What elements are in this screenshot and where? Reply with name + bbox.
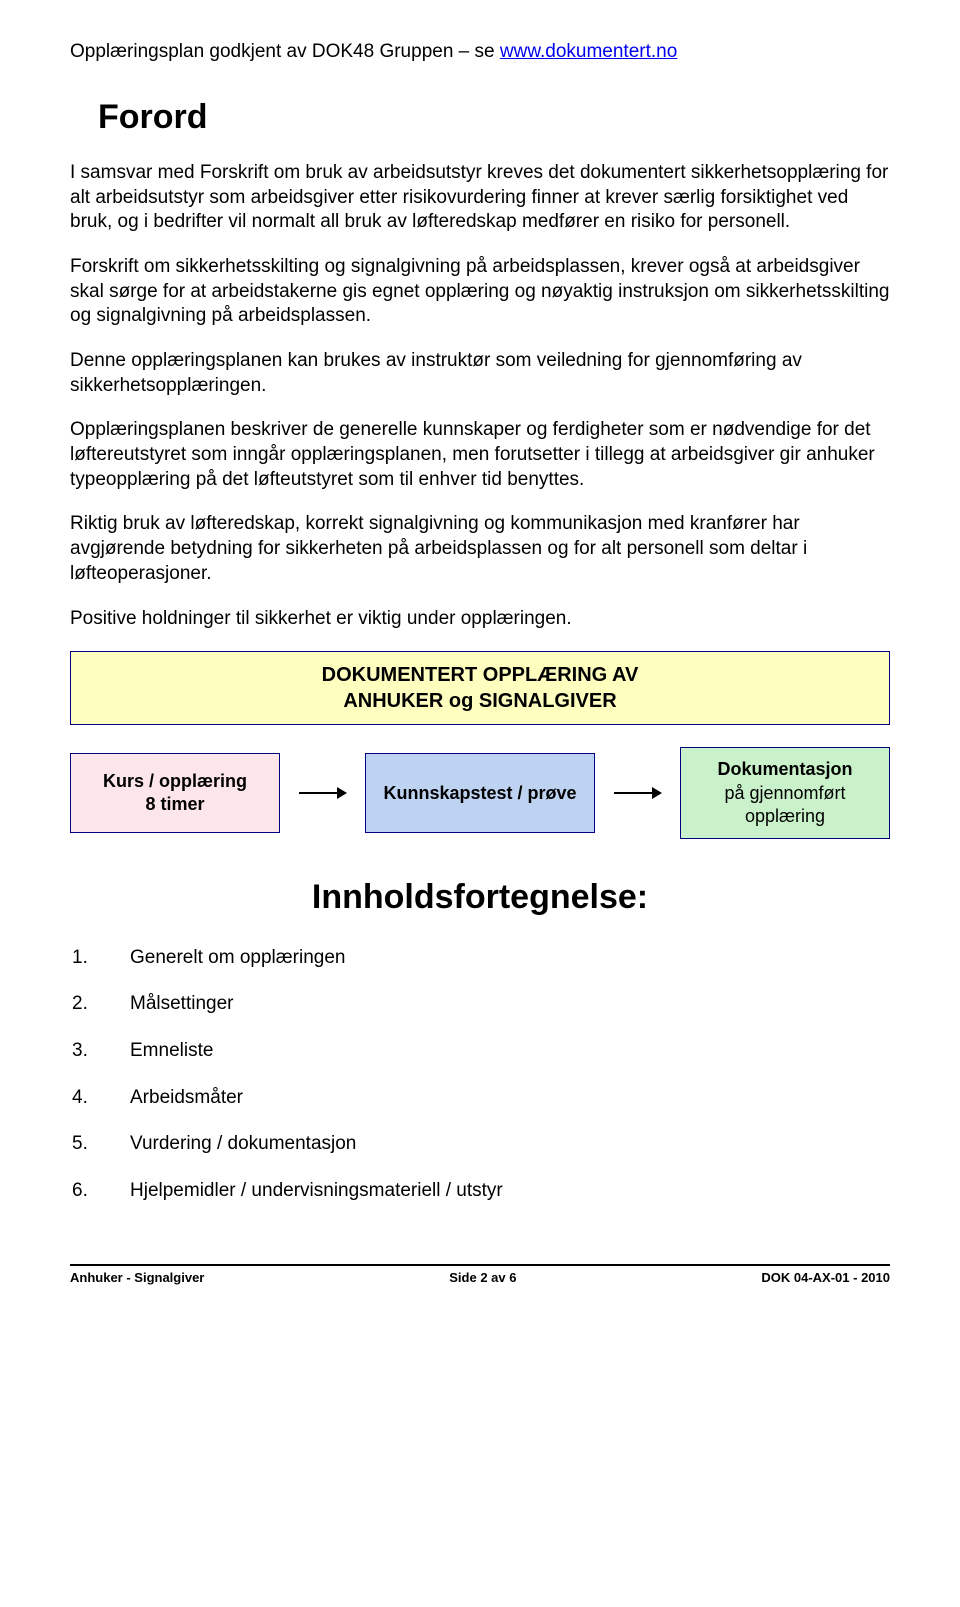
banner-line1: DOKUMENTERT OPPLÆRING AV: [79, 662, 881, 688]
footer: Anhuker - Signalgiver Side 2 av 6 DOK 04…: [70, 1270, 890, 1287]
banner-line2: ANHUKER og SIGNALGIVER: [79, 688, 881, 714]
flow-box-test: Kunnskapstest / prøve: [365, 753, 595, 833]
toc-item: 4. Arbeidsmåter: [72, 1086, 890, 1111]
flow-box-line: Kurs / opplæring: [77, 770, 273, 793]
page-title: Forord: [98, 95, 890, 139]
toc-label: Generelt om opplæringen: [130, 946, 345, 971]
paragraph: Opplæringsplanen beskriver de generelle …: [70, 418, 890, 492]
flow-box-line: opplæring: [687, 805, 883, 828]
toc-num: 1.: [72, 946, 130, 971]
paragraph: Positive holdninger til sikkerhet er vik…: [70, 607, 890, 632]
toc-title: Innholdsfortegnelse:: [70, 875, 890, 919]
toc-num: 5.: [72, 1132, 130, 1157]
paragraph: I samsvar med Forskrift om bruk av arbei…: [70, 161, 890, 235]
flow-box-course: Kurs / opplæring 8 timer: [70, 753, 280, 833]
footer-center: Side 2 av 6: [449, 1270, 516, 1287]
flow-box-line: på gjennomført: [687, 782, 883, 805]
toc-num: 6.: [72, 1179, 130, 1204]
toc-item: 3. Emneliste: [72, 1039, 890, 1064]
flow-box-documentation: Dokumentasjon på gjennomført opplæring: [680, 747, 890, 839]
flow-diagram: Kurs / opplæring 8 timer Kunnskapstest /…: [70, 747, 890, 839]
header-link[interactable]: www.dokumentert.no: [500, 41, 677, 62]
arrow-right-icon: [299, 783, 347, 803]
flow-box-line: 8 timer: [77, 793, 273, 816]
paragraph: Denne opplæringsplanen kan brukes av ins…: [70, 349, 890, 398]
toc-item: 1. Generelt om opplæringen: [72, 946, 890, 971]
toc-label: Hjelpemidler / undervisningsmateriell / …: [130, 1179, 503, 1204]
toc-num: 4.: [72, 1086, 130, 1111]
banner-box: DOKUMENTERT OPPLÆRING AV ANHUKER og SIGN…: [70, 651, 890, 725]
toc-label: Vurdering / dokumentasjon: [130, 1132, 356, 1157]
footer-left: Anhuker - Signalgiver: [70, 1270, 204, 1287]
toc-label: Målsettinger: [130, 992, 234, 1017]
toc-num: 3.: [72, 1039, 130, 1064]
toc-list: 1. Generelt om opplæringen 2. Målsetting…: [72, 946, 890, 1204]
footer-right: DOK 04-AX-01 - 2010: [761, 1270, 890, 1287]
arrow-right-icon: [614, 783, 662, 803]
toc-item: 5. Vurdering / dokumentasjon: [72, 1132, 890, 1157]
toc-item: 6. Hjelpemidler / undervisningsmateriell…: [72, 1179, 890, 1204]
footer-divider: [70, 1264, 890, 1266]
toc-label: Emneliste: [130, 1039, 213, 1064]
flow-box-line: Dokumentasjon: [687, 758, 883, 781]
toc-item: 2. Målsettinger: [72, 992, 890, 1017]
flow-box-line: Kunnskapstest / prøve: [372, 782, 588, 805]
paragraph: Riktig bruk av løfteredskap, korrekt sig…: [70, 512, 890, 586]
header-text: Opplæringsplan godkjent av DOK48 Gruppen…: [70, 41, 500, 62]
toc-label: Arbeidsmåter: [130, 1086, 243, 1111]
toc-num: 2.: [72, 992, 130, 1017]
header-line: Opplæringsplan godkjent av DOK48 Gruppen…: [70, 40, 890, 65]
paragraph: Forskrift om sikkerhetsskilting og signa…: [70, 255, 890, 329]
